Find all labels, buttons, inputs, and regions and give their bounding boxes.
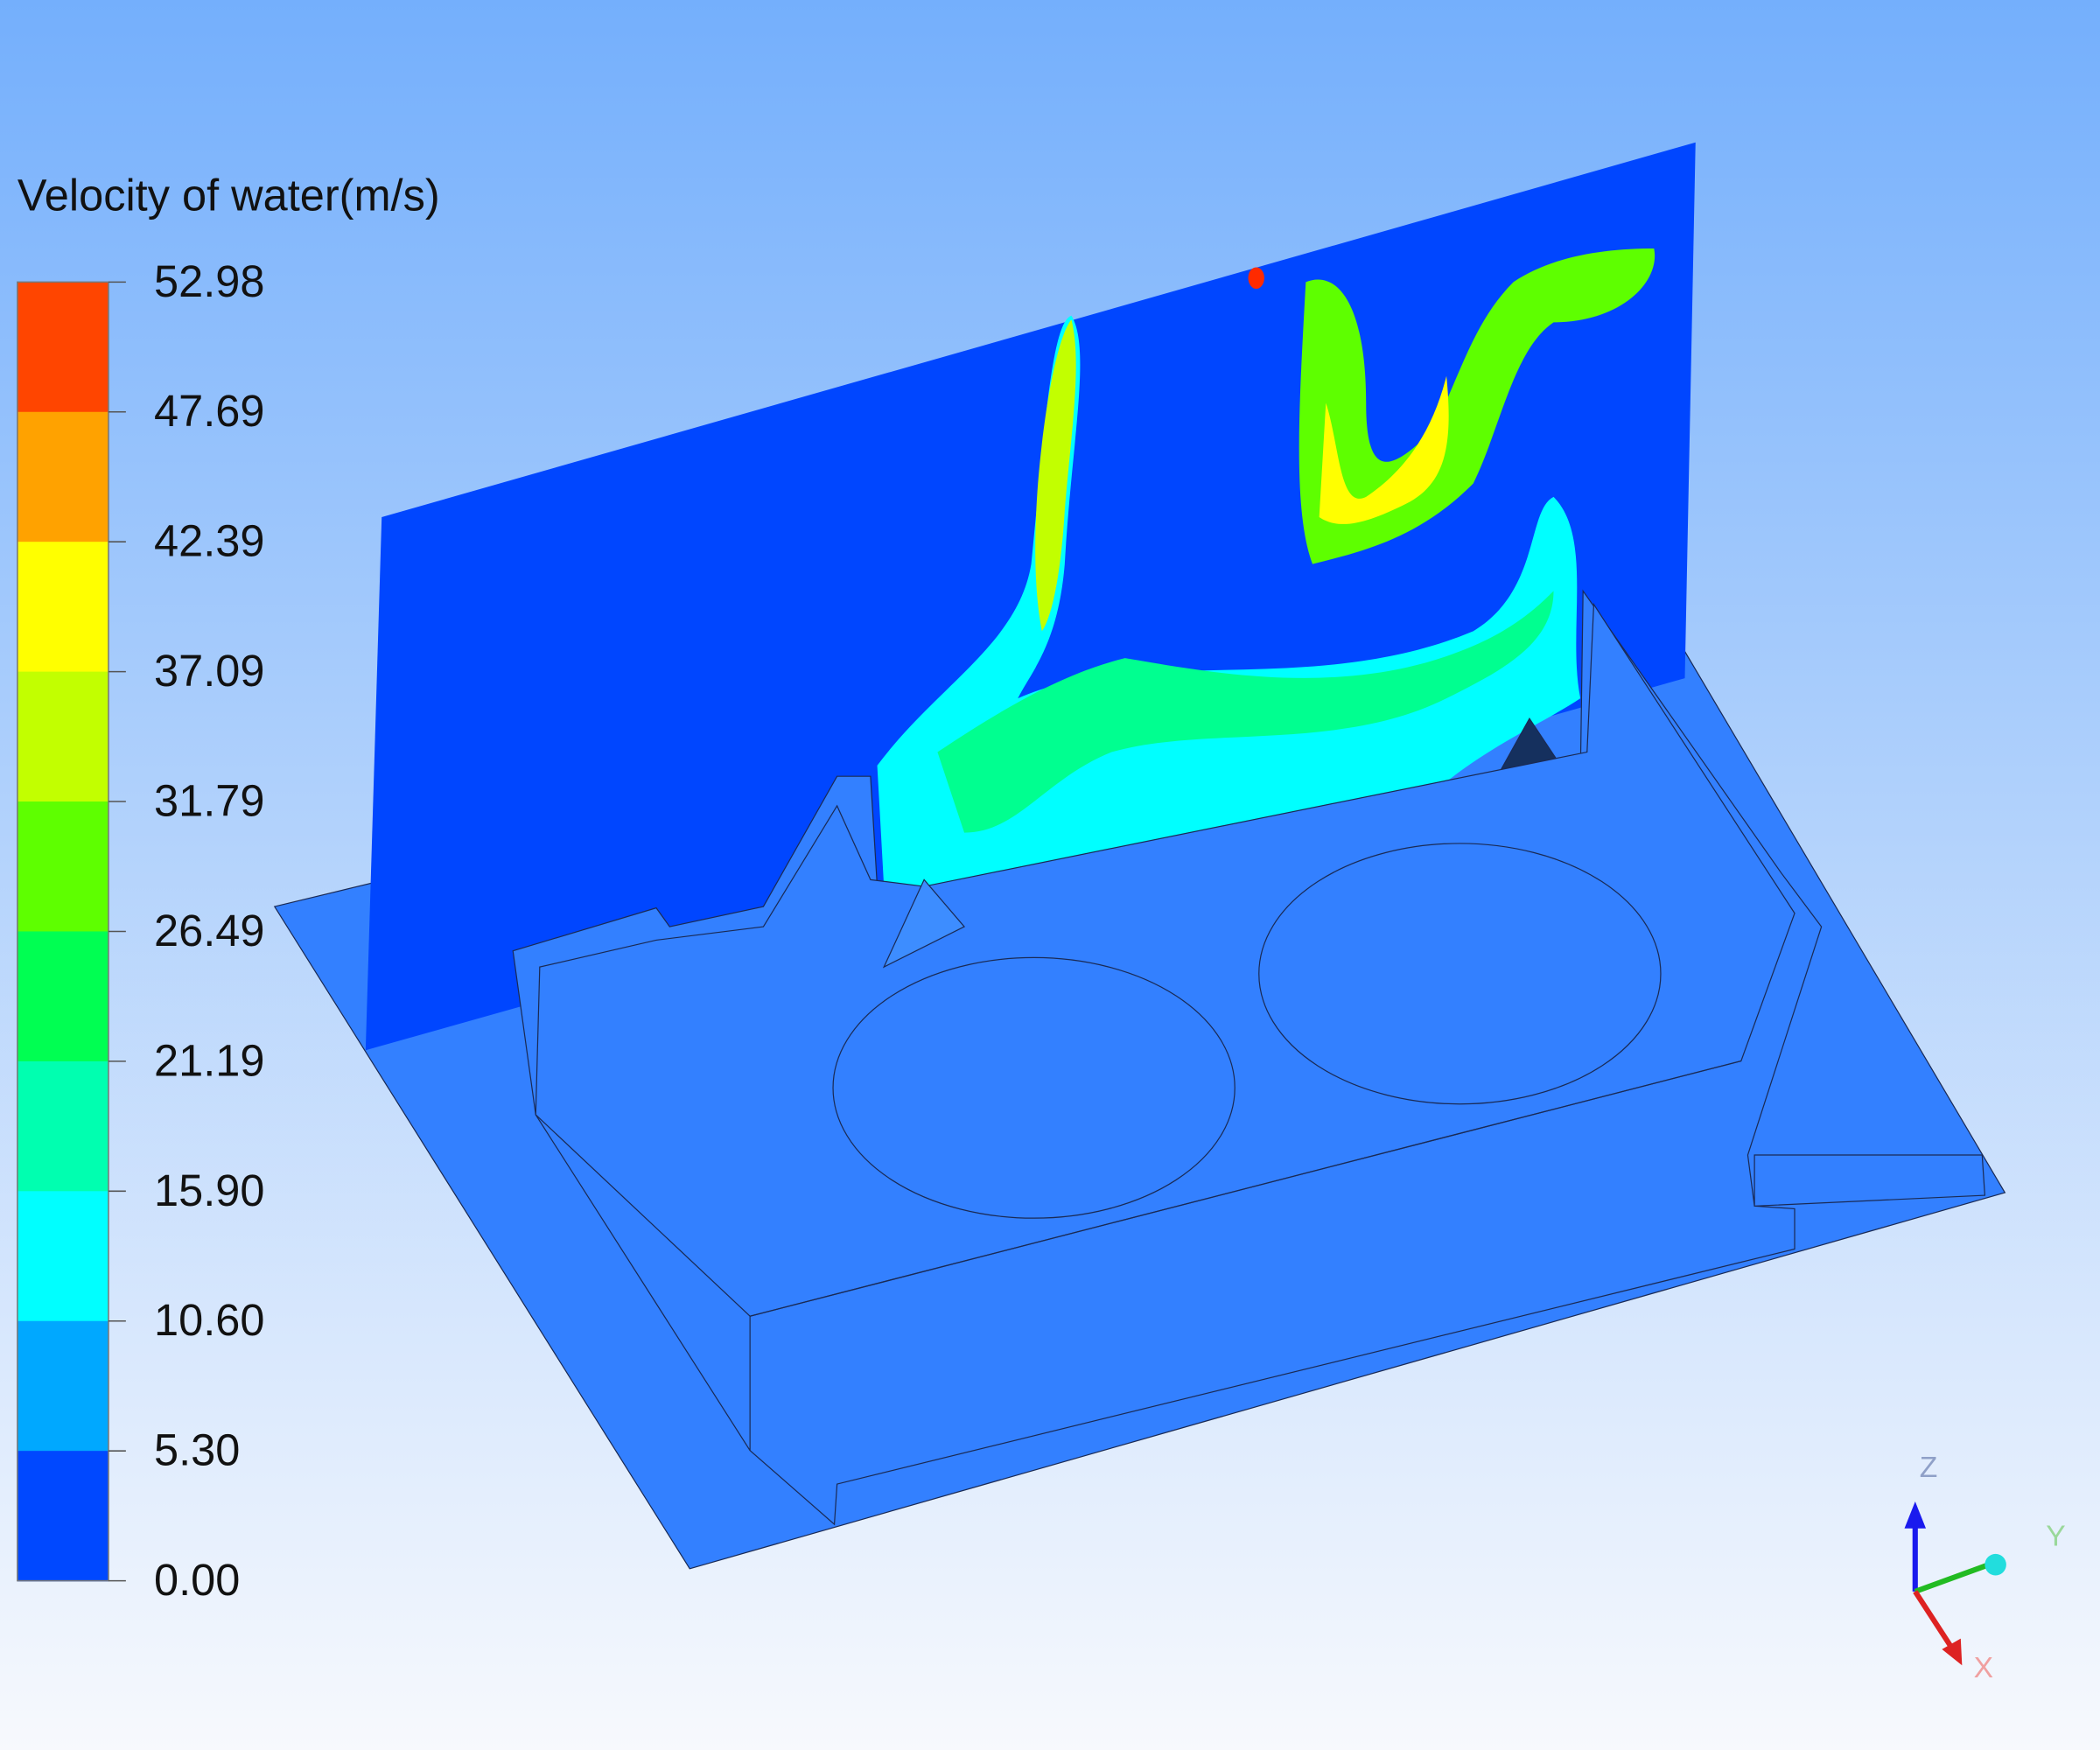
axis-triad: Z Y X <box>1904 1451 2066 1684</box>
legend-band <box>17 1320 108 1452</box>
wedge <box>882 878 966 969</box>
legend-tick-label: 26.49 <box>154 906 264 956</box>
legend-tick-label: 0.00 <box>154 1555 240 1605</box>
x-axis <box>1913 1590 1956 1651</box>
x-arrow <box>1942 1638 1963 1666</box>
legend-band <box>17 411 108 542</box>
legend: 52.98 47.69 42.39 37.09 31.79 26.49 21.19 15.90… <box>17 256 264 1605</box>
legend-band <box>17 542 108 673</box>
legend-tick-label: 10.60 <box>154 1295 264 1345</box>
legend-band <box>17 671 108 802</box>
contour-streak <box>1035 319 1076 632</box>
legend-band <box>17 1451 108 1582</box>
legend-tick-label: 52.98 <box>154 256 264 306</box>
outlet <box>1754 1154 1986 1208</box>
legend-tick-label: 47.69 <box>154 386 264 436</box>
z-label: Z <box>1920 1451 1938 1484</box>
legend-tick-label: 5.30 <box>154 1425 240 1475</box>
edge <box>749 1060 1741 1317</box>
contour-max <box>1248 267 1264 290</box>
z-arrow <box>1904 1502 1927 1529</box>
legend-tick-label: 15.90 <box>154 1166 264 1215</box>
y-arrow <box>1984 1553 2006 1576</box>
circle-right <box>1258 843 1662 1105</box>
legend-tick-label: 31.79 <box>154 775 264 825</box>
legend-band <box>17 1191 108 1322</box>
y-label: Y <box>2046 1519 2065 1552</box>
contour-peak <box>1319 375 1449 524</box>
legend-tick-label: 42.39 <box>154 516 264 566</box>
legend-band <box>17 1060 108 1193</box>
legend-band <box>17 802 108 933</box>
legend-title: Velocity of water(m/s) <box>18 170 440 220</box>
y-axis <box>1914 1562 1991 1594</box>
x-label: X <box>1974 1651 1993 1684</box>
legend-tick-label: 37.09 <box>154 646 264 696</box>
contour-mid <box>937 591 1554 833</box>
legend-tick-label: 21.19 <box>154 1035 264 1085</box>
legend-band <box>17 931 108 1062</box>
circle-left <box>832 956 1236 1219</box>
legend-band <box>17 282 108 413</box>
model <box>273 142 2006 1570</box>
contours <box>877 248 1656 908</box>
